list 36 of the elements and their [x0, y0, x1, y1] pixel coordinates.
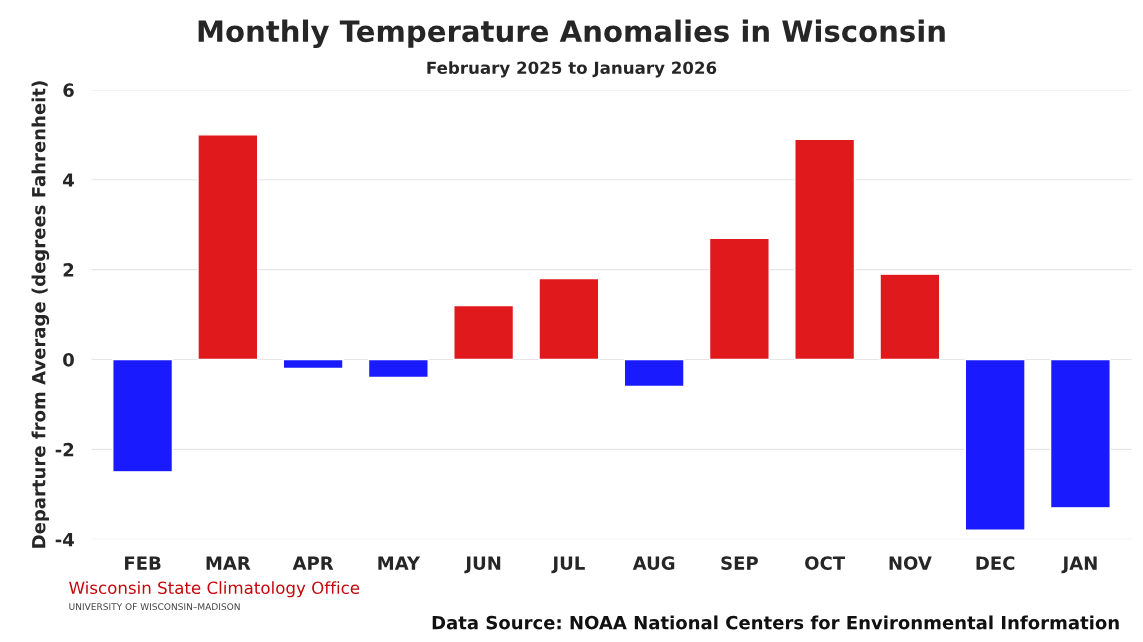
bar: [708, 237, 770, 361]
source-note: Data Source: NOAA National Centers for Environmental Information: [432, 615, 1119, 630]
bar: [282, 358, 344, 370]
x-tick-label: MAR: [206, 556, 251, 570]
x-tick-label: SEP: [721, 556, 758, 570]
chart-title: Monthly Temperature Anomalies in Wisconsin: [198, 19, 945, 49]
x-tick-label: MAY: [378, 556, 421, 570]
bar: [964, 358, 1026, 531]
bar: [112, 358, 174, 473]
x-tick-label: AUG: [632, 556, 675, 570]
text: Wisconsin State Climatology Office: [69, 581, 360, 598]
bar: [794, 138, 856, 361]
bar: [453, 304, 515, 361]
bar: [623, 358, 685, 388]
bar: [197, 134, 259, 361]
bar: [538, 277, 600, 361]
y-tick-label: -2: [55, 442, 74, 457]
x-tick-label: DEC: [976, 556, 1015, 570]
y-tick-label: 6: [63, 83, 74, 97]
y-tick-label: 2: [63, 263, 74, 277]
bar: [1049, 358, 1111, 509]
y-tick-label: 4: [63, 173, 74, 187]
chart-subtitle: February 2025 to January 2026: [427, 61, 717, 78]
x-tick-label: JAN: [1061, 556, 1097, 574]
bar: [879, 273, 941, 361]
bar: [367, 358, 429, 379]
x-tick-label: OCT: [805, 556, 846, 570]
x-tick-label: NOV: [889, 556, 932, 570]
text: UNIVERSITY OF WISCONSIN–MADISON: [69, 603, 240, 611]
x-tick-label: JUL: [551, 556, 585, 574]
y-axis-title: Departure from Average (degrees Fahrenheit): [31, 81, 50, 548]
x-tick-label: APR: [292, 556, 334, 570]
y-tick-label: -4: [55, 532, 74, 547]
y-tick-label: 0: [63, 352, 74, 367]
x-tick-label: JUN: [464, 556, 501, 574]
x-tick-label: FEB: [125, 556, 161, 570]
